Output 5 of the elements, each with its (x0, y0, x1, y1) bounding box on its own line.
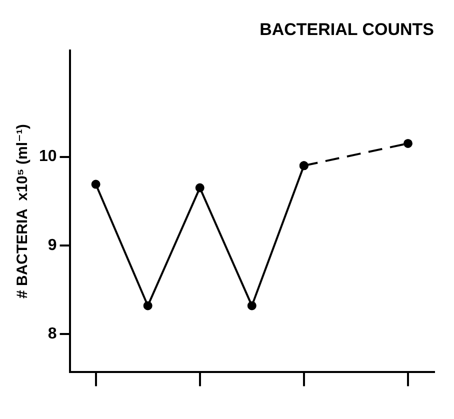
y-tick-label: 9 (48, 236, 57, 254)
y-axis-title: # BACTERIA x10⁵ (ml⁻¹) (14, 124, 32, 299)
y-tick-label: 10 (39, 148, 57, 166)
chart-title: BACTERIAL COUNTS (260, 20, 434, 39)
y-tick-label: 8 (48, 325, 57, 342)
